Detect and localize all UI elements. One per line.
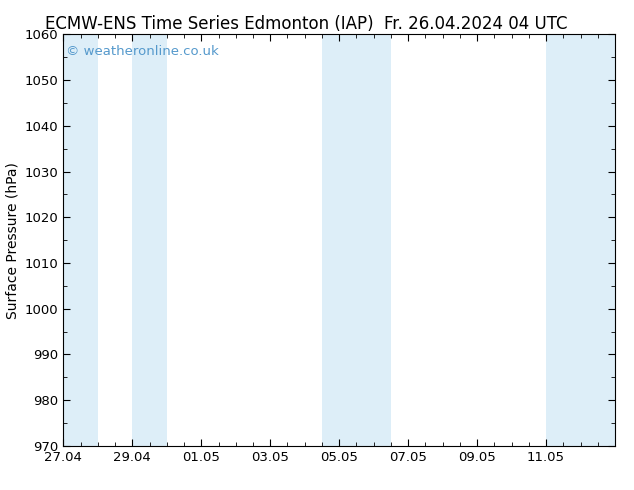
Y-axis label: Surface Pressure (hPa): Surface Pressure (hPa): [5, 162, 19, 318]
Bar: [63, 34, 98, 446]
Text: ECMW-ENS Time Series Edmonton (IAP): ECMW-ENS Time Series Edmonton (IAP): [45, 15, 373, 33]
Bar: [133, 34, 167, 446]
Text: Fr. 26.04.2024 04 UTC: Fr. 26.04.2024 04 UTC: [384, 15, 567, 33]
Text: © weatheronline.co.uk: © weatheronline.co.uk: [66, 45, 219, 58]
Bar: [546, 34, 615, 446]
Bar: [322, 34, 391, 446]
